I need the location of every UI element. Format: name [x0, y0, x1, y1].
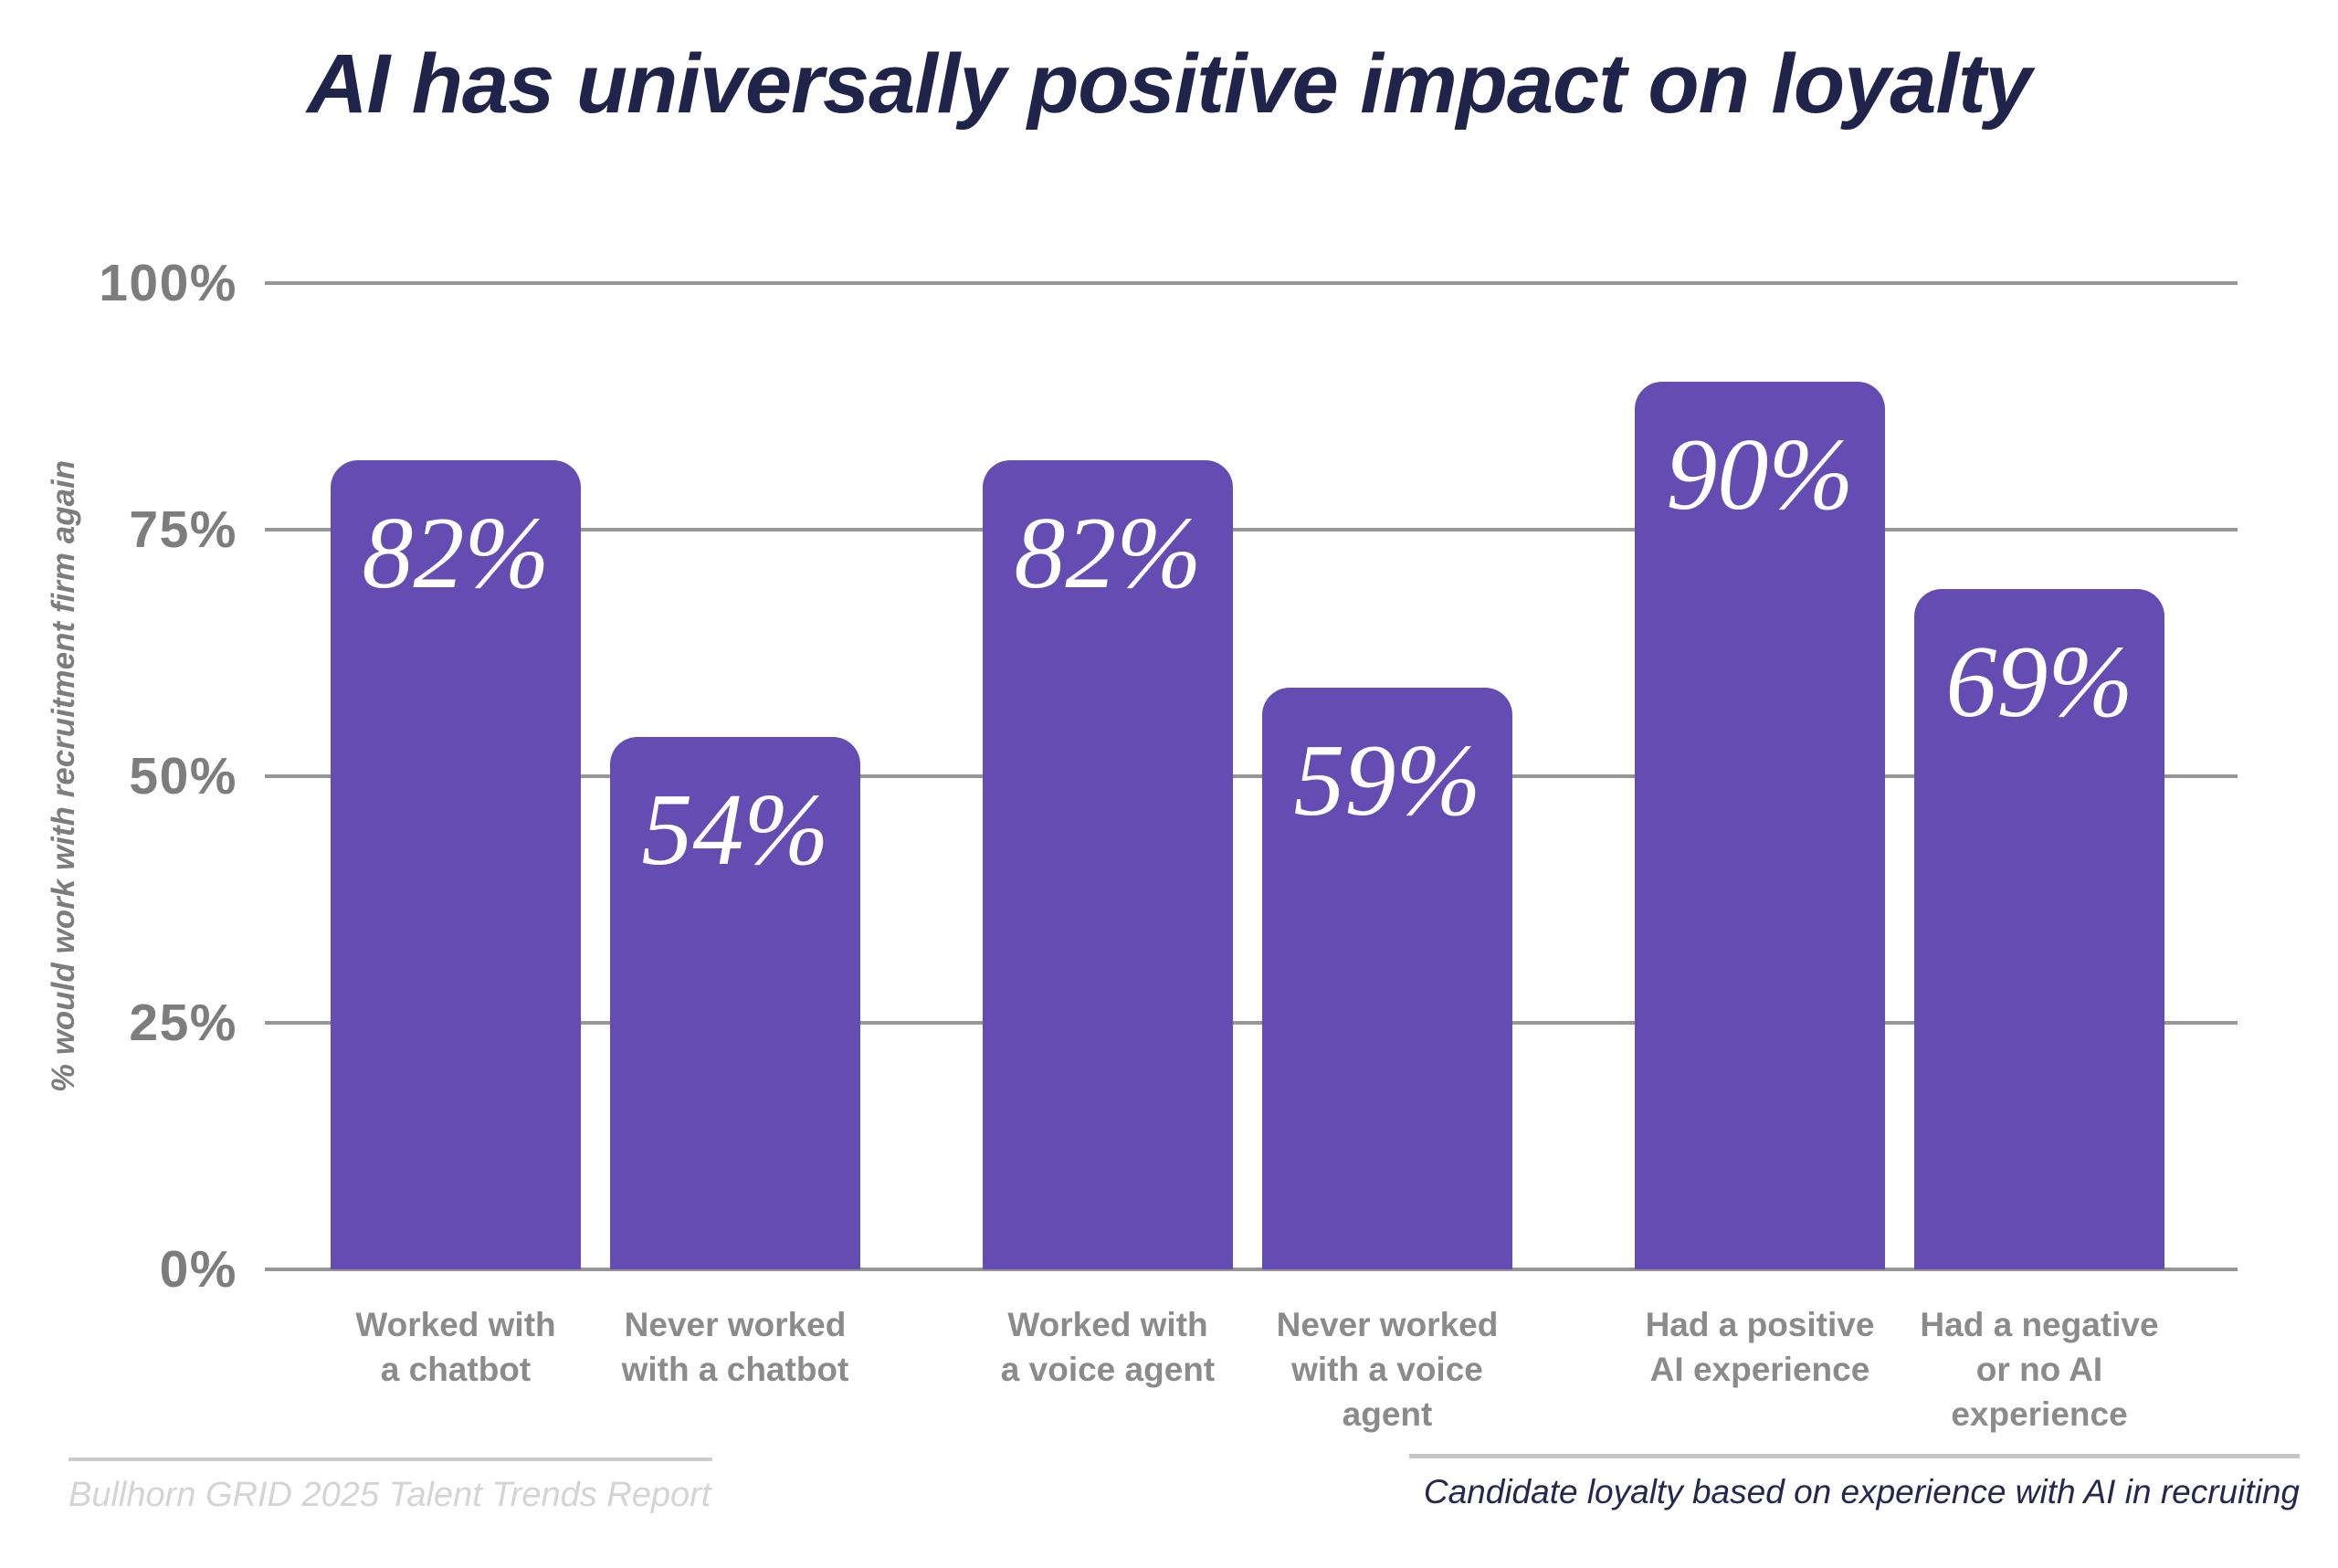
bar-value-label-2: 54% — [641, 773, 829, 887]
y-tick-label-50: 50% — [129, 747, 237, 805]
bar-group-1: 82% 54% — [331, 283, 860, 1269]
label-group-2: Worked with a voice agent Never worked wi… — [983, 1302, 1512, 1437]
category-label-2: Never worked with a chatbot — [621, 1306, 849, 1389]
category-label-6: Had a negative or no AI experience — [1920, 1306, 2159, 1434]
bar-value-label-4: 59% — [1293, 723, 1481, 837]
category-label-4: Never worked with a voice agent — [1276, 1306, 1499, 1434]
footer-caption: Candidate loyalty based on experience wi… — [1409, 1454, 2300, 1511]
bar-1: 82% — [331, 460, 581, 1269]
footer-source-text: Bullhorn GRID 2025 Talent Trends Report — [68, 1476, 711, 1514]
bar-value-label-6: 69% — [1945, 625, 2133, 739]
footer-source: Bullhorn GRID 2025 Talent Trends Report — [68, 1458, 712, 1515]
category-label-1: Worked with a chatbot — [355, 1306, 556, 1389]
gridline-25 — [265, 1021, 2238, 1025]
label-group-3: Had a positive AI experience Had a negati… — [1635, 1302, 2164, 1437]
gridline-75 — [265, 528, 2238, 531]
gridline-100 — [265, 281, 2238, 285]
bar-2: 54% — [610, 736, 860, 1269]
bar-6: 69% — [1914, 588, 2164, 1269]
gridline-50 — [265, 774, 2238, 778]
y-tick-label-25: 25% — [129, 994, 237, 1052]
bars-row: 82% 54% 82% 59% 90% 69% — [331, 283, 2164, 1269]
bar-value-label-5: 90% — [1666, 418, 1854, 531]
bar-3: 82% — [983, 460, 1233, 1269]
bar-4: 59% — [1262, 687, 1512, 1269]
y-axis-title-text: % would work with recruitment firm again — [46, 459, 81, 1093]
label-group-1: Worked with a chatbot Never worked with a… — [331, 1302, 860, 1437]
bar-value-label-1: 82% — [362, 497, 550, 611]
bar-group-2: 82% 59% — [983, 283, 1512, 1269]
bar-chart: % would work with recruitment firm again… — [46, 254, 2238, 1433]
category-label-3: Worked with a voice agent — [1000, 1306, 1216, 1389]
y-tick-label-75: 75% — [129, 500, 237, 559]
footer-source-divider — [68, 1458, 712, 1461]
gridline-0 — [265, 1268, 2238, 1271]
category-labels-row: Worked with a chatbot Never worked with a… — [331, 1302, 2164, 1437]
footer-caption-text: Candidate loyalty based on experience wi… — [1423, 1473, 2300, 1510]
footer-caption-divider — [1409, 1454, 2300, 1458]
bar-5: 90% — [1635, 382, 1885, 1269]
y-tick-label-100: 100% — [99, 254, 237, 312]
category-label-5: Had a positive AI experience — [1645, 1306, 1875, 1389]
y-axis-title: % would work with recruitment firm again — [32, 283, 96, 1269]
y-tick-label-0: 0% — [159, 1240, 237, 1299]
bar-group-3: 90% 69% — [1635, 283, 2164, 1269]
bar-value-label-3: 82% — [1014, 497, 1202, 611]
chart-title: AI has universally positive impact on lo… — [307, 37, 2032, 131]
plot-area: 0% 25% 50% 75% 100% 82% 54% 82% 59% 90% 69% — [99, 254, 2238, 1299]
